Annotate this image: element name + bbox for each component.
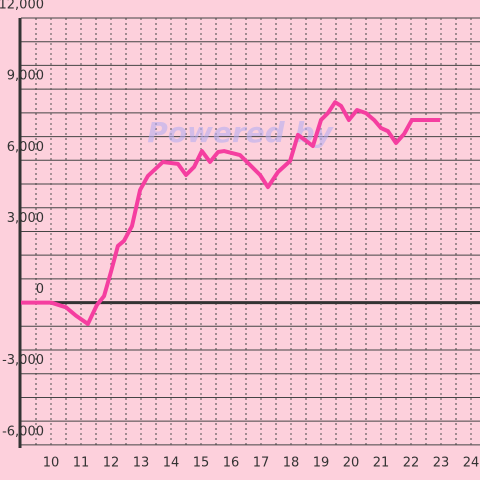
x-tick-label: 12 <box>103 456 120 471</box>
x-tick-label: 15 <box>193 456 210 471</box>
y-tick-label: -6,000 <box>2 424 44 439</box>
x-tick-label: 16 <box>223 456 240 471</box>
x-tick-label: 23 <box>433 456 450 471</box>
line <box>21 100 441 326</box>
x-tick-label: 18 <box>283 456 300 471</box>
y-tick-label: 0 <box>36 282 44 297</box>
x-tick-label: 10 <box>43 456 60 471</box>
x-tick-label: 21 <box>373 456 390 471</box>
x-tick-label: 20 <box>343 456 360 471</box>
x-tick-label: 14 <box>163 456 180 471</box>
x-tick-label: 11 <box>73 456 90 471</box>
grid <box>18 17 480 448</box>
watermark: Powered by <box>147 116 334 149</box>
plot <box>21 100 441 326</box>
y-tick-label: 12,000 <box>0 0 44 13</box>
x-tick-label: 22 <box>403 456 420 471</box>
x-tick-label: 24 <box>463 456 480 471</box>
x-tick-label: 17 <box>253 456 270 471</box>
y-tick-label: 6,000 <box>7 140 44 155</box>
y-tick-label: 3,000 <box>7 211 44 226</box>
y-tick-label: -3,000 <box>2 353 44 368</box>
x-tick-label: 13 <box>133 456 150 471</box>
y-tick-label: 9,000 <box>7 69 44 84</box>
x-tick-label: 19 <box>313 456 330 471</box>
